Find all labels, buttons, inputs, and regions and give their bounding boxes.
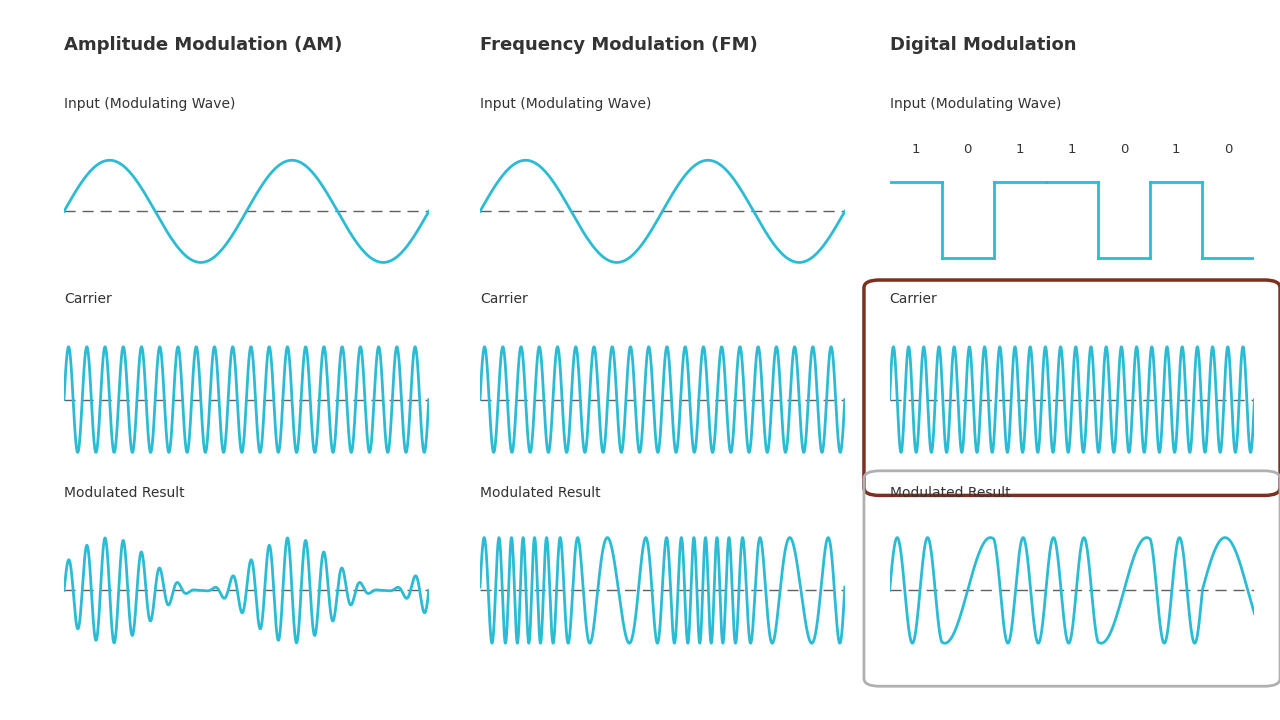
Text: Modulated Result: Modulated Result — [890, 486, 1010, 500]
Text: Input (Modulating Wave): Input (Modulating Wave) — [64, 97, 236, 111]
Text: Carrier: Carrier — [64, 292, 111, 305]
Text: Modulated Result: Modulated Result — [480, 486, 600, 500]
Text: Modulated Result: Modulated Result — [64, 486, 184, 500]
Text: Input (Modulating Wave): Input (Modulating Wave) — [480, 97, 652, 111]
Text: Carrier: Carrier — [890, 292, 937, 305]
Text: Digital Modulation: Digital Modulation — [890, 36, 1076, 54]
Text: Amplitude Modulation (AM): Amplitude Modulation (AM) — [64, 36, 342, 54]
Text: Carrier: Carrier — [480, 292, 527, 305]
Text: 0: 0 — [964, 143, 972, 156]
Text: 1: 1 — [1172, 143, 1180, 156]
Text: 1: 1 — [1015, 143, 1024, 156]
Text: 0: 0 — [1224, 143, 1233, 156]
Text: 1: 1 — [911, 143, 920, 156]
Text: Frequency Modulation (FM): Frequency Modulation (FM) — [480, 36, 758, 54]
Text: 1: 1 — [1068, 143, 1076, 156]
Text: 0: 0 — [1120, 143, 1128, 156]
Text: Input (Modulating Wave): Input (Modulating Wave) — [890, 97, 1061, 111]
